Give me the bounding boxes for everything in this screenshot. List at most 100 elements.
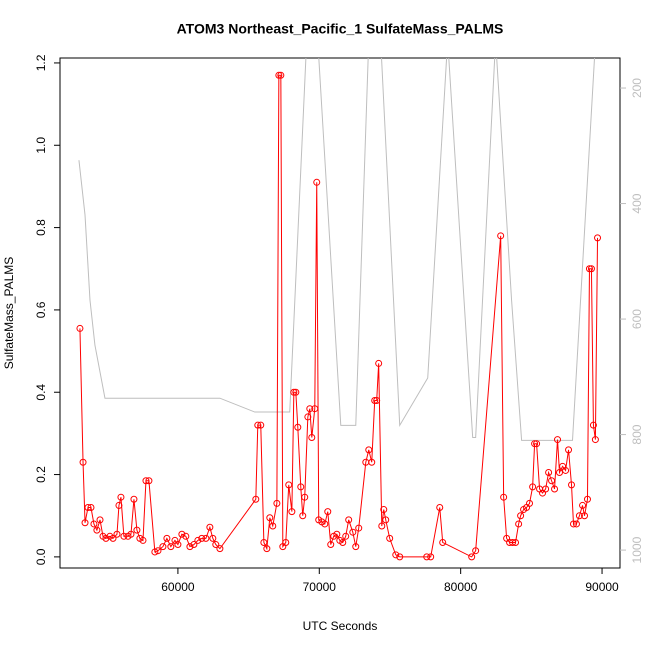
- series-line: [78, 58, 596, 441]
- data-point: [297, 483, 305, 491]
- data-point: [579, 501, 587, 509]
- data-point: [151, 548, 159, 556]
- data-point: [569, 520, 577, 528]
- x-tick-label: 80000: [444, 580, 478, 594]
- data-point: [515, 520, 523, 528]
- data-point: [252, 495, 260, 503]
- series-line: [79, 74, 599, 558]
- x-tick-label: 70000: [303, 580, 337, 594]
- data-point: [145, 477, 153, 485]
- data-point: [396, 553, 404, 561]
- data-point: [472, 547, 480, 555]
- data-point: [90, 520, 98, 528]
- data-point: [568, 481, 576, 489]
- data-point: [327, 541, 335, 549]
- y2-tick-label: 200: [630, 78, 644, 98]
- data-point: [512, 538, 520, 546]
- data-point: [285, 481, 293, 489]
- data-point: [186, 543, 194, 551]
- data-point: [368, 458, 376, 466]
- data-point: [373, 396, 381, 404]
- data-point: [339, 538, 347, 546]
- data-point: [581, 512, 589, 520]
- data-point: [260, 538, 268, 546]
- y-tick-label: 1.2: [34, 54, 48, 71]
- data-point: [583, 495, 591, 503]
- data-point: [130, 495, 138, 503]
- data-point: [555, 469, 563, 477]
- data-point: [531, 440, 539, 448]
- data-point: [182, 532, 190, 540]
- data-point: [306, 405, 314, 413]
- data-point: [266, 514, 274, 522]
- data-point: [142, 477, 150, 485]
- data-point: [529, 483, 537, 491]
- data-point: [198, 534, 206, 542]
- data-point: [96, 516, 104, 524]
- data-point: [277, 71, 285, 79]
- data-point: [423, 553, 431, 561]
- data-point: [321, 520, 329, 528]
- data-point: [139, 536, 147, 544]
- y-tick-label: 1.0: [34, 137, 48, 154]
- data-point: [263, 545, 271, 553]
- plot-frame: [59, 57, 621, 569]
- data-point: [591, 436, 599, 444]
- data-point: [572, 520, 580, 528]
- data-point: [313, 178, 321, 186]
- data-point: [174, 541, 182, 549]
- data-point: [509, 538, 517, 546]
- data-point: [76, 324, 84, 332]
- data-point: [365, 446, 373, 454]
- data-point: [304, 413, 312, 421]
- data-point: [371, 396, 379, 404]
- data-point: [392, 551, 400, 559]
- data-point: [308, 434, 316, 442]
- data-point: [585, 265, 593, 273]
- y-tick-label: 0.6: [34, 301, 48, 318]
- data-point: [378, 522, 386, 530]
- data-point: [216, 545, 224, 553]
- data-point: [497, 232, 505, 240]
- data-point: [113, 530, 121, 538]
- data-point: [439, 538, 447, 546]
- data-point: [526, 499, 534, 507]
- data-point: [427, 553, 435, 561]
- data-point: [273, 499, 281, 507]
- x-tick-label: 60000: [161, 580, 195, 594]
- data-point: [562, 466, 570, 474]
- data-point: [587, 265, 595, 273]
- data-point: [294, 423, 302, 431]
- data-point: [533, 440, 541, 448]
- data-point: [109, 534, 117, 542]
- data-point: [324, 508, 332, 516]
- data-point: [375, 359, 383, 367]
- data-point: [517, 512, 525, 520]
- data-point: [282, 538, 290, 546]
- data-point: [352, 543, 360, 551]
- data-point: [115, 501, 123, 509]
- data-point: [81, 519, 89, 527]
- y-tick-label: 0.2: [34, 466, 48, 483]
- data-point: [542, 485, 550, 493]
- data-point: [342, 532, 350, 540]
- data-point: [87, 503, 95, 511]
- data-point: [202, 534, 210, 542]
- data-point: [206, 523, 214, 531]
- data-point: [163, 534, 171, 542]
- data-point: [500, 493, 508, 501]
- y2-tick-label: 800: [630, 424, 644, 444]
- data-point: [257, 421, 265, 429]
- data-point: [468, 553, 476, 561]
- data-point: [333, 530, 341, 538]
- data-point: [290, 388, 298, 396]
- data-point: [349, 528, 357, 536]
- y-axis-label: SulfateMass_PALMS: [2, 257, 16, 370]
- data-point: [436, 503, 444, 511]
- data-point: [301, 493, 309, 501]
- x-tick-label: 90000: [585, 580, 619, 594]
- data-point: [589, 421, 597, 429]
- data-point: [127, 530, 135, 538]
- data-point: [551, 485, 559, 493]
